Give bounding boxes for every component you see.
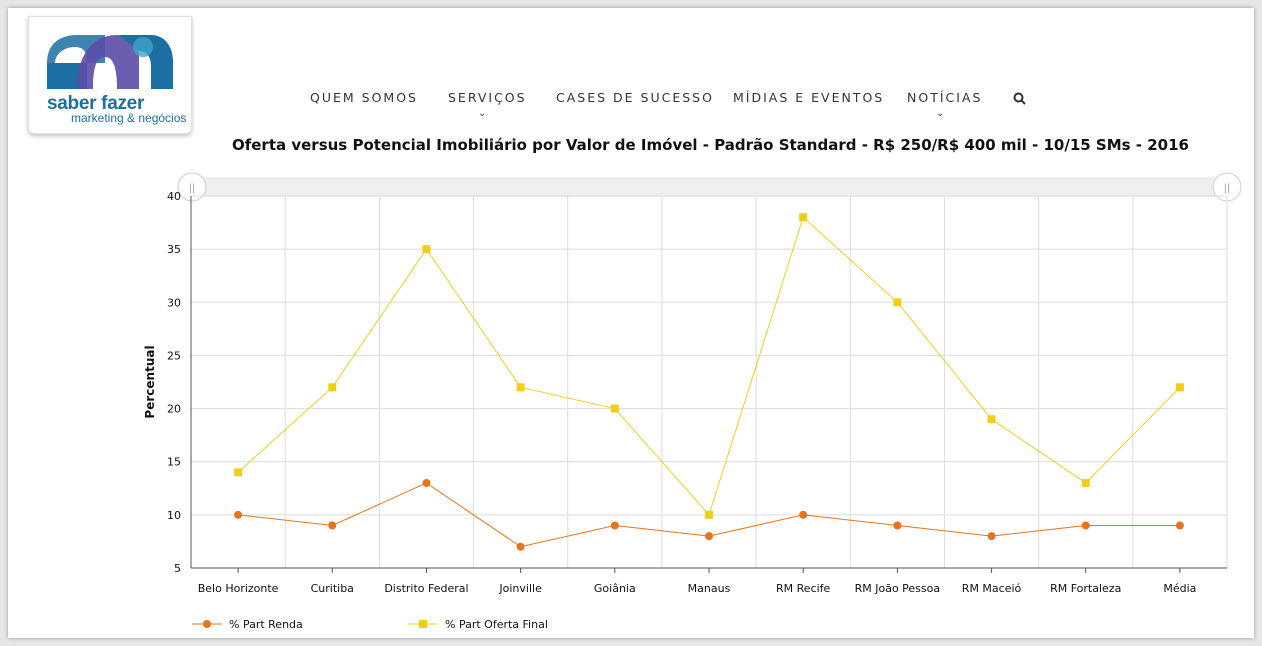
legend-label[interactable]: % Part Renda	[229, 618, 303, 631]
y-tick-label: 35	[167, 243, 181, 256]
data-point[interactable]	[516, 542, 525, 551]
data-point[interactable]	[422, 478, 431, 487]
slider-handle-left[interactable]	[177, 172, 207, 202]
data-point[interactable]	[1175, 383, 1184, 392]
data-point[interactable]	[799, 213, 808, 222]
x-tick-label: Curitiba	[311, 582, 354, 595]
x-tick-label: RM João Pessoa	[855, 582, 941, 595]
data-point[interactable]	[610, 404, 619, 413]
slider-grip-left: ||	[189, 183, 196, 194]
search-icon[interactable]	[1013, 92, 1026, 105]
chevron-down-icon: ⌄	[478, 108, 487, 119]
chevron-down-icon: ⌄	[936, 108, 945, 119]
main-nav: QUEM SOMOS SERVIÇOS ⌄ CASES DE SUCESSO M…	[0, 90, 1262, 120]
legend-label[interactable]: % Part Oferta Final	[445, 618, 548, 631]
data-point[interactable]	[893, 521, 902, 530]
logo-mark-icon	[47, 35, 173, 89]
y-tick-label: 15	[167, 456, 181, 469]
x-tick-label: Joinville	[498, 582, 542, 595]
data-point[interactable]	[1175, 521, 1184, 530]
x-tick-label: Média	[1163, 582, 1196, 595]
range-slider[interactable]: || ||	[177, 172, 1242, 202]
data-point[interactable]	[987, 532, 996, 541]
slider-grip-right: ||	[1224, 183, 1231, 194]
x-tick-label: RM Maceió	[962, 582, 1022, 595]
chart-title: Oferta versus Potencial Imobiliário por …	[231, 136, 1189, 154]
nav-item-servicos[interactable]: SERVIÇOS	[448, 90, 527, 105]
data-point[interactable]	[328, 521, 337, 530]
x-tick-label: Goiânia	[594, 582, 636, 595]
x-tick-label: Manaus	[688, 582, 731, 595]
data-point[interactable]	[610, 521, 619, 530]
data-point[interactable]	[422, 245, 431, 254]
x-tick-label: Distrito Federal	[384, 582, 468, 595]
nav-item-cases[interactable]: CASES DE SUCESSO	[556, 90, 714, 105]
x-tick-label: RM Fortaleza	[1050, 582, 1121, 595]
data-point[interactable]	[799, 510, 808, 519]
legend-marker[interactable]	[203, 620, 211, 628]
slider-track[interactable]	[191, 177, 1228, 197]
nav-item-quem-somos[interactable]: QUEM SOMOS	[310, 90, 418, 105]
x-tick-label: RM Recife	[776, 582, 831, 595]
data-point[interactable]	[705, 510, 713, 519]
logo-name: saber fazer	[47, 93, 145, 114]
x-tick-label: Belo Horizonte	[198, 582, 279, 595]
data-point[interactable]	[234, 510, 243, 519]
page-frame	[8, 8, 1254, 638]
y-tick-label: 40	[167, 190, 181, 203]
y-tick-label: 25	[167, 349, 181, 362]
data-point[interactable]	[328, 383, 337, 392]
y-tick-label: 10	[167, 509, 181, 522]
data-point[interactable]	[987, 415, 996, 424]
legend-marker[interactable]	[419, 620, 427, 628]
y-tick-label: 20	[167, 403, 181, 416]
data-point[interactable]	[1081, 478, 1090, 487]
y-axis-label: Percentual	[143, 345, 157, 418]
logo[interactable]: saber fazer marketing & negócios	[28, 16, 192, 134]
y-tick-label: 30	[167, 296, 181, 309]
data-point[interactable]	[516, 383, 525, 392]
data-point[interactable]	[1081, 521, 1090, 530]
data-point[interactable]	[234, 468, 243, 477]
nav-item-midias[interactable]: MÍDIAS E EVENTOS	[733, 90, 885, 105]
nav-item-noticias[interactable]: NOTÍCIAS	[907, 90, 983, 105]
data-point[interactable]	[893, 298, 902, 307]
y-tick-label: 5	[174, 562, 181, 575]
logo-tagline: marketing & negócios	[71, 111, 187, 125]
data-point[interactable]	[705, 532, 713, 541]
